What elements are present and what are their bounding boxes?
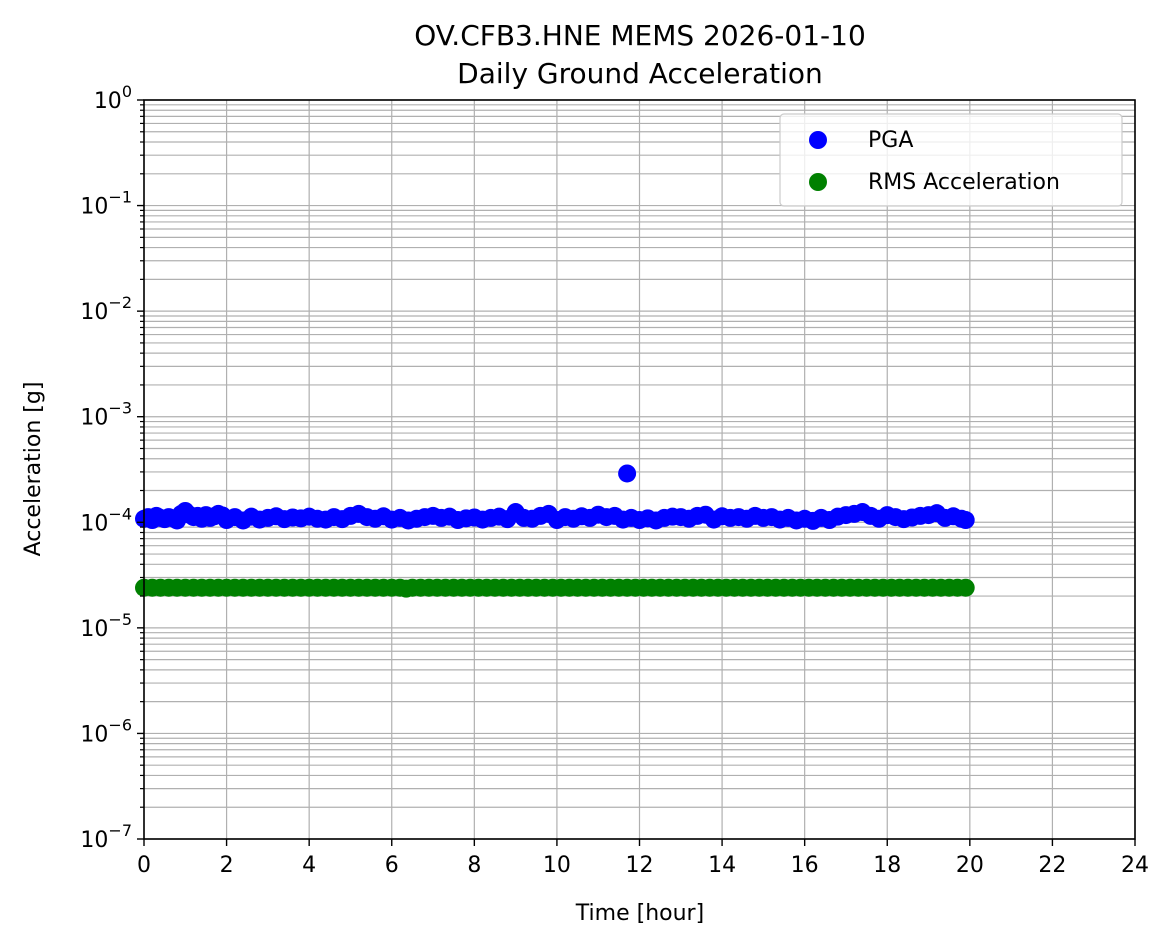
legend-box — [779, 113, 1123, 207]
legend-label-pga: PGA — [868, 128, 913, 153]
y-axis-label: Acceleration [g] — [21, 382, 46, 557]
x-tick-label: 22 — [1038, 853, 1066, 878]
x-tick-labels: 0 2 4 6 8 10 12 14 16 18 20 22 24 — [137, 853, 1149, 878]
x-tick-label: 20 — [956, 853, 984, 878]
y-tick-label: 10−6 — [80, 715, 132, 747]
y-tick-label: 10−3 — [80, 399, 132, 431]
legend: PGA RMS Acceleration — [779, 113, 1123, 207]
data-points — [135, 464, 975, 598]
y-tick-label: 10−4 — [80, 504, 132, 536]
y-tick-labels: 10−7 10−6 10−5 10−4 10−3 10−2 10−1 100 — [80, 82, 132, 853]
rms-point — [956, 578, 975, 597]
chart-title: OV.CFB3.HNE MEMS 2026-01-10 — [414, 19, 866, 52]
x-tick-label: 18 — [873, 853, 901, 878]
chart-subtitle: Daily Ground Acceleration — [457, 57, 823, 90]
x-axis-label: Time [hour] — [575, 901, 704, 926]
x-tick-label: 2 — [220, 853, 234, 878]
y-tick-label: 100 — [94, 82, 132, 114]
pga-point — [956, 511, 975, 530]
grid — [143, 99, 1136, 840]
y-tick-label: 10−5 — [80, 610, 132, 642]
x-tick-label: 4 — [302, 853, 316, 878]
y-tick-label: 10−1 — [80, 188, 132, 220]
x-tick-label: 14 — [708, 853, 736, 878]
x-tick-label: 16 — [791, 853, 819, 878]
x-tick-label: 24 — [1121, 853, 1149, 878]
y-tick-label: 10−7 — [80, 821, 132, 853]
legend-marker-pga — [809, 131, 827, 149]
y-tick-label: 10−2 — [80, 293, 132, 325]
x-tick-label: 12 — [626, 853, 654, 878]
pga-point — [618, 464, 637, 483]
x-tick-label: 0 — [137, 853, 151, 878]
axis-ticks — [137, 99, 1136, 846]
legend-marker-rms — [809, 173, 827, 191]
x-tick-label: 10 — [543, 853, 571, 878]
x-tick-label: 8 — [467, 853, 481, 878]
x-tick-label: 6 — [385, 853, 399, 878]
legend-label-rms: RMS Acceleration — [868, 170, 1060, 195]
